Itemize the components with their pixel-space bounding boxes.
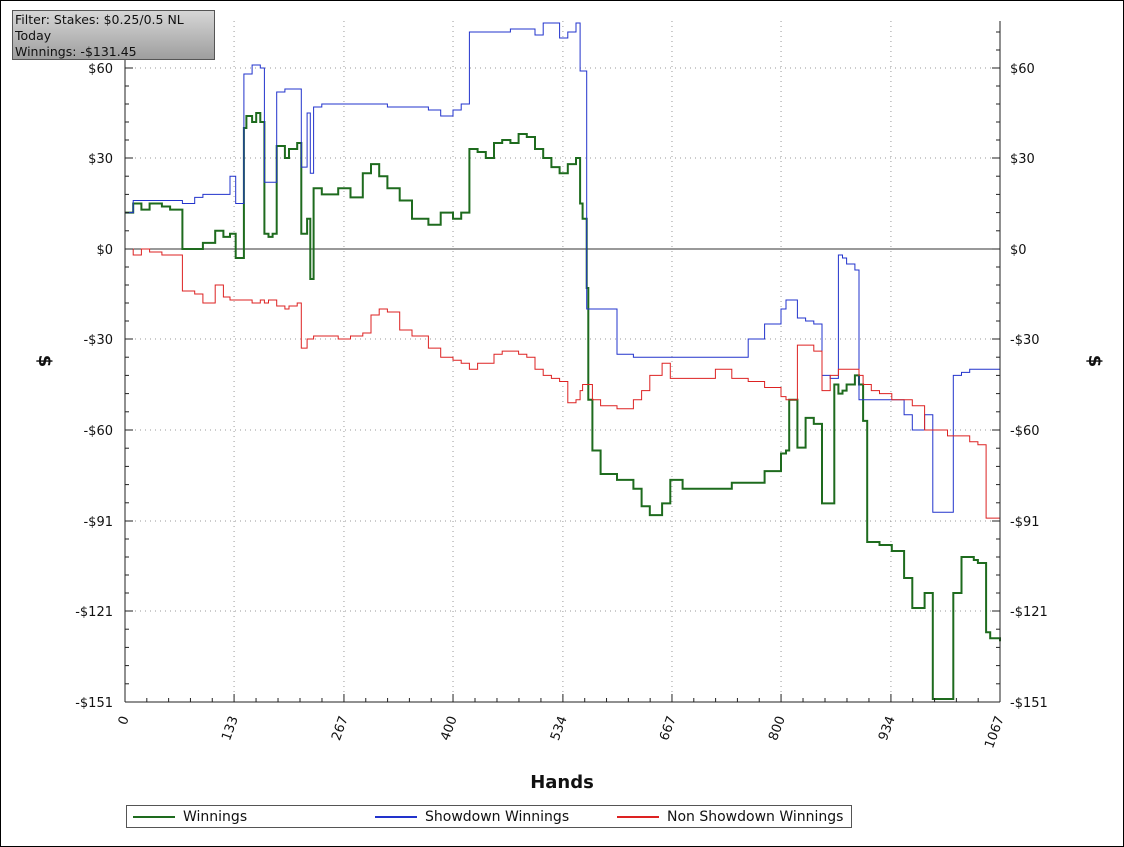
legend-item-non-showdown: Non Showdown Winnings bbox=[617, 808, 843, 826]
y-axis-title-right: $ bbox=[1084, 355, 1105, 368]
y-tick-label-right: -$91 bbox=[1010, 515, 1040, 530]
x-tick-label: 800 bbox=[766, 714, 789, 742]
y-tick-label-right: $30 bbox=[1010, 152, 1035, 167]
series-line-0 bbox=[125, 112, 1001, 700]
y-tick-label-left: $30 bbox=[88, 152, 113, 167]
axes bbox=[124, 21, 1001, 703]
grid bbox=[125, 21, 1000, 702]
y-axis-title-left: $ bbox=[34, 355, 55, 368]
x-tick-label: 133 bbox=[219, 714, 242, 742]
y-tick-label-right: -$151 bbox=[1010, 696, 1048, 711]
filter-winnings-text: Winnings: -$131.45 bbox=[15, 44, 137, 59]
y-tick-label-left: -$30 bbox=[83, 333, 113, 348]
x-axis-title: Hands bbox=[530, 772, 594, 793]
tick-labels: $60 $60 $30 $30 $0 $0 -$30 -$30 -$60 -$60 -$91 -$91… bbox=[75, 62, 1048, 750]
legend-item-showdown: Showdown Winnings bbox=[375, 808, 569, 826]
series-line-1 bbox=[125, 22, 1000, 513]
x-tick-label: 267 bbox=[329, 714, 352, 742]
y-tick-label-right: -$60 bbox=[1010, 424, 1040, 439]
x-tick-label: 534 bbox=[548, 714, 571, 742]
legend-item-winnings: Winnings bbox=[133, 808, 247, 826]
legend-label-non-showdown: Non Showdown Winnings bbox=[667, 809, 844, 825]
y-tick-label-right: $0 bbox=[1010, 243, 1027, 258]
y-tick-label-right: -$30 bbox=[1010, 333, 1040, 348]
series-line-2 bbox=[125, 248, 1000, 519]
legend: Winnings Showdown Winnings Non Showdown … bbox=[126, 805, 852, 828]
legend-swatch-non-showdown bbox=[617, 816, 659, 818]
legend-label-winnings: Winnings bbox=[183, 809, 248, 825]
y-tick-label-left: -$151 bbox=[75, 696, 113, 711]
y-tick-label-left: -$91 bbox=[83, 515, 113, 530]
filter-info-box: Filter: Stakes: $0.25/0.5 NL Today Winni… bbox=[12, 10, 215, 60]
x-tick-label: 400 bbox=[438, 714, 461, 742]
legend-label-showdown: Showdown Winnings bbox=[425, 809, 570, 825]
x-tick-label: 0 bbox=[116, 714, 133, 727]
y-tick-label-right: $60 bbox=[1010, 62, 1035, 77]
x-tick-label: 1067 bbox=[982, 714, 1007, 750]
legend-swatch-winnings bbox=[133, 816, 175, 818]
filter-period-text: Today bbox=[15, 28, 52, 43]
y-tick-label-left: -$60 bbox=[83, 424, 113, 439]
y-tick-label-left: $60 bbox=[88, 62, 113, 77]
legend-swatch-showdown bbox=[375, 816, 417, 818]
x-tick-label: 667 bbox=[657, 714, 680, 742]
x-tick-label: 934 bbox=[876, 714, 899, 742]
series-lines bbox=[125, 22, 1001, 700]
y-tick-label-left: $0 bbox=[96, 243, 113, 258]
filter-stakes-text: Filter: Stakes: $0.25/0.5 NL bbox=[15, 12, 184, 27]
y-tick-label-right: -$121 bbox=[1010, 605, 1048, 620]
y-tick-label-left: -$121 bbox=[75, 605, 113, 620]
